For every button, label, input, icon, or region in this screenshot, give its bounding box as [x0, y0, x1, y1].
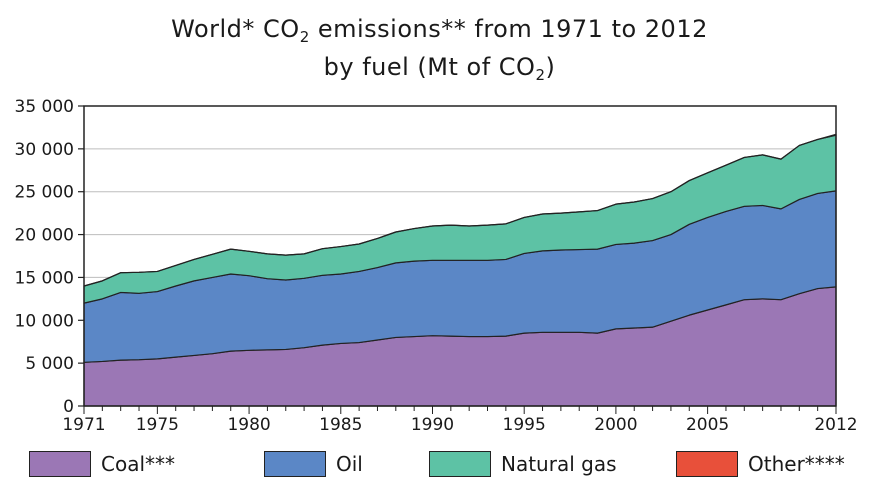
other-swatch	[676, 451, 738, 477]
x-tick-label: 1995	[503, 415, 546, 435]
x-tick-label: 2012	[814, 415, 857, 435]
coal-swatch	[29, 451, 91, 477]
legend-item-oil: Oil	[264, 449, 363, 479]
x-tick-label: 2000	[594, 415, 637, 435]
y-tick-label: 20 000	[15, 226, 74, 246]
plot-frame	[83, 105, 837, 407]
y-axis-ticks: 0 5 000 10 000 15 000 20 000 25 000 30 000 35 0…	[15, 97, 84, 417]
legend-item-coal: Coal***	[29, 449, 175, 479]
y-tick-label: 25 000	[15, 183, 74, 203]
natural-gas-swatch	[429, 451, 491, 477]
x-tick-label: 1980	[227, 415, 270, 435]
legend-label-oil: Oil	[336, 452, 363, 476]
area-layer	[83, 133, 837, 407]
legend-label-coal: Coal***	[101, 452, 176, 476]
y-tick-label: 35 000	[15, 97, 74, 117]
title-line-2: by fuel (Mt of CO2)	[323, 53, 556, 84]
x-axis-ticks: 1971 1975 1980 1985 1990 1995 2000 2005 2012	[62, 406, 858, 435]
legend-label-natural-gas: Natural gas	[501, 452, 617, 476]
oil-swatch	[264, 451, 326, 477]
x-tick-label: 1985	[319, 415, 362, 435]
legend-item-other: Other****	[676, 449, 845, 479]
x-tick-label: 1975	[136, 415, 179, 435]
legend: Coal*** Oil Natural gas Other****	[0, 449, 879, 479]
x-tick-label: 1971	[62, 415, 105, 435]
y-tick-label: 5 000	[25, 354, 74, 374]
x-tick-label: 1990	[411, 415, 454, 435]
axes	[83, 105, 837, 407]
x-tick-label: 2005	[686, 415, 729, 435]
y-tick-label: 0	[63, 397, 74, 417]
legend-item-natural-gas: Natural gas	[429, 449, 617, 479]
y-tick-label: 30 000	[15, 140, 74, 160]
y-tick-label: 10 000	[15, 311, 74, 331]
title-line-1: World* CO2 emissions** from 1971 to 2012	[171, 15, 708, 46]
y-tick-label: 15 000	[15, 268, 74, 288]
legend-label-other: Other****	[748, 452, 845, 476]
chart-title: World* CO2 emissions** from 1971 to 2012…	[0, 14, 879, 90]
